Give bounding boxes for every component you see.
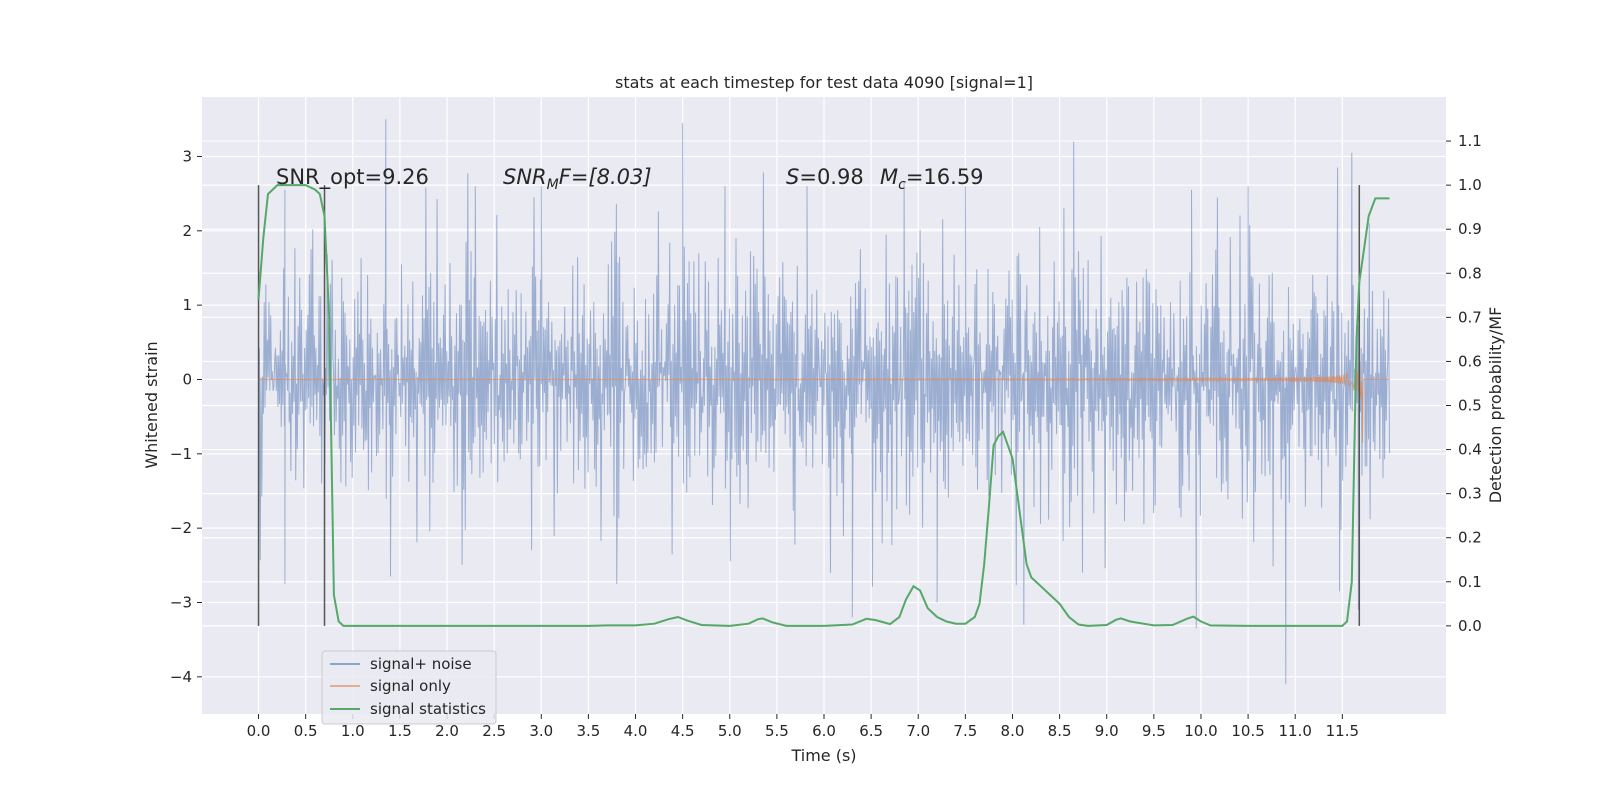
signal-statistics-series bbox=[257, 184, 1390, 627]
x-tick-label-16: 8.0 bbox=[1001, 722, 1025, 740]
x-tick-label-18: 9.0 bbox=[1095, 722, 1119, 740]
yl-tick-label-5: −2 bbox=[170, 519, 192, 537]
yr-tick-label-5: 0.6 bbox=[1458, 352, 1482, 370]
x-tick-label-21: 10.5 bbox=[1231, 722, 1264, 740]
x-tick-label-12: 6.0 bbox=[812, 722, 836, 740]
x-tick-label-1: 0.5 bbox=[294, 722, 318, 740]
x-tick-label-13: 6.5 bbox=[859, 722, 883, 740]
yl-tick-label-4: −1 bbox=[170, 445, 192, 463]
yr-tick-label-7: 0.4 bbox=[1458, 441, 1482, 459]
signal-statistics-line bbox=[257, 184, 1390, 627]
chart-title: stats at each timestep for test data 409… bbox=[615, 73, 1033, 92]
yr-tick-label-11: 0.0 bbox=[1458, 617, 1482, 635]
annotation-snr-opt: SNR_opt=9.26 bbox=[276, 165, 429, 190]
x-tick-label-20: 10.0 bbox=[1184, 722, 1217, 740]
yr-tick-label-4: 0.7 bbox=[1458, 308, 1482, 326]
yr-tick-label-6: 0.5 bbox=[1458, 397, 1482, 415]
signal-noise-line bbox=[258, 119, 1390, 685]
x-tick-label-10: 5.0 bbox=[718, 722, 742, 740]
x-tick-label-6: 3.0 bbox=[529, 722, 553, 740]
yl-tick-label-0: 3 bbox=[182, 147, 192, 165]
signal-only-line bbox=[258, 360, 1390, 444]
x-tick-label-9: 4.5 bbox=[671, 722, 695, 740]
yr-tick-label-0: 1.1 bbox=[1458, 132, 1482, 150]
x-tick-label-11: 5.5 bbox=[765, 722, 789, 740]
annotation-mc: Mc=16.59 bbox=[880, 165, 984, 193]
annotation-s: S=0.98 bbox=[786, 165, 864, 189]
signal-only-series bbox=[258, 360, 1390, 444]
x-tick-label-17: 8.5 bbox=[1048, 722, 1072, 740]
yr-tick-label-2: 0.9 bbox=[1458, 220, 1482, 238]
y-right-axis-ticks: 1.1 1.0 0.9 0.8 0.7 0.6 0.5 0.4 0.3 0.2 0.1 0.0 bbox=[1446, 132, 1482, 635]
y-left-axis-label: Whitened strain bbox=[142, 341, 161, 468]
yl-tick-label-7: −4 bbox=[170, 668, 192, 686]
yr-tick-label-10: 0.1 bbox=[1458, 573, 1482, 591]
y-right-axis-label: Detection probability/MF bbox=[1486, 307, 1505, 504]
yl-tick-label-3: 0 bbox=[182, 370, 192, 388]
x-tick-label-14: 7.0 bbox=[906, 722, 930, 740]
x-tick-label-23: 11.5 bbox=[1326, 722, 1359, 740]
x-axis-ticks: 0.0 0.5 1.0 1.5 2.0 2.5 3.0 3.5 4.0 4.5 5.0 5.5 6.0 6… bbox=[247, 714, 1359, 740]
annotation-snr-mf: SNRMF=[8.03] bbox=[503, 165, 652, 193]
yr-tick-label-8: 0.3 bbox=[1458, 485, 1482, 503]
legend-label-signal-noise: signal+ noise bbox=[370, 655, 472, 673]
yl-tick-label-6: −3 bbox=[170, 593, 192, 611]
yr-tick-label-9: 0.2 bbox=[1458, 529, 1482, 547]
legend-label-signal-statistics: signal statistics bbox=[370, 700, 486, 718]
x-tick-label-19: 9.5 bbox=[1142, 722, 1166, 740]
x-axis-label: Time (s) bbox=[790, 746, 856, 765]
y-left-axis-ticks: 3 2 1 0 −1 −2 −3 −4 bbox=[170, 147, 202, 686]
x-tick-label-15: 7.5 bbox=[953, 722, 977, 740]
x-tick-label-7: 3.5 bbox=[576, 722, 600, 740]
x-tick-label-22: 11.0 bbox=[1279, 722, 1312, 740]
x-tick-label-2: 1.0 bbox=[341, 722, 365, 740]
signal-noise-series bbox=[258, 119, 1390, 685]
vertical-markers bbox=[257, 185, 1361, 626]
x-tick-label-5: 2.5 bbox=[482, 722, 506, 740]
legend: signal+ noise signal only signal statist… bbox=[321, 650, 497, 725]
legend-label-signal-only: signal only bbox=[370, 677, 451, 695]
yr-tick-label-3: 0.8 bbox=[1458, 264, 1482, 282]
yl-tick-label-2: 1 bbox=[182, 296, 192, 314]
x-tick-label-4: 2.0 bbox=[435, 722, 459, 740]
legend-box bbox=[321, 650, 497, 725]
yl-tick-label-1: 2 bbox=[182, 222, 192, 240]
yr-tick-label-1: 1.0 bbox=[1458, 176, 1482, 194]
x-tick-label-3: 1.5 bbox=[388, 722, 412, 740]
x-tick-label-8: 4.0 bbox=[624, 722, 648, 740]
x-tick-label-0: 0.0 bbox=[247, 722, 271, 740]
